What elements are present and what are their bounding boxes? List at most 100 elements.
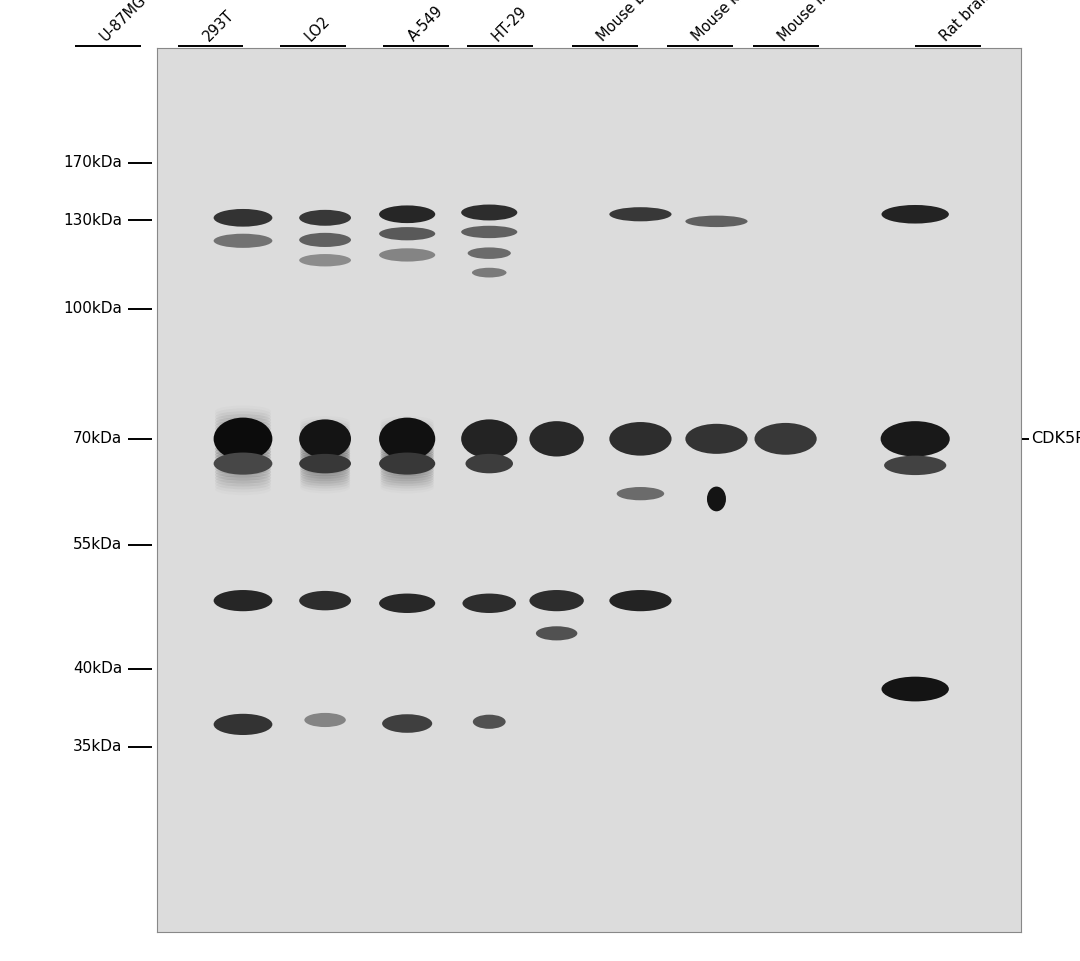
Ellipse shape bbox=[881, 677, 949, 702]
Ellipse shape bbox=[529, 590, 584, 611]
Ellipse shape bbox=[215, 437, 271, 449]
Ellipse shape bbox=[379, 453, 435, 475]
Ellipse shape bbox=[881, 205, 949, 224]
Ellipse shape bbox=[215, 414, 271, 426]
Ellipse shape bbox=[214, 209, 272, 227]
Ellipse shape bbox=[300, 470, 350, 481]
Ellipse shape bbox=[379, 206, 435, 223]
Ellipse shape bbox=[300, 457, 350, 469]
Text: 35kDa: 35kDa bbox=[72, 739, 122, 754]
Ellipse shape bbox=[299, 591, 351, 610]
Text: 40kDa: 40kDa bbox=[72, 661, 122, 677]
Ellipse shape bbox=[686, 215, 747, 227]
Ellipse shape bbox=[215, 434, 271, 446]
Ellipse shape bbox=[880, 421, 949, 456]
Ellipse shape bbox=[215, 460, 271, 472]
Ellipse shape bbox=[300, 448, 350, 459]
Ellipse shape bbox=[473, 715, 505, 728]
Ellipse shape bbox=[468, 247, 511, 259]
Ellipse shape bbox=[380, 424, 434, 435]
Ellipse shape bbox=[300, 421, 350, 432]
Ellipse shape bbox=[529, 421, 584, 456]
Ellipse shape bbox=[462, 594, 516, 613]
Ellipse shape bbox=[380, 438, 434, 450]
Ellipse shape bbox=[215, 466, 271, 478]
Ellipse shape bbox=[215, 429, 271, 440]
Ellipse shape bbox=[609, 422, 672, 456]
Ellipse shape bbox=[215, 426, 271, 437]
Ellipse shape bbox=[536, 627, 578, 640]
Ellipse shape bbox=[214, 453, 272, 475]
Text: Mouse brain: Mouse brain bbox=[594, 0, 669, 44]
Ellipse shape bbox=[215, 463, 271, 475]
Ellipse shape bbox=[299, 254, 351, 266]
Ellipse shape bbox=[215, 475, 271, 486]
Text: A-549: A-549 bbox=[405, 4, 446, 44]
Ellipse shape bbox=[380, 475, 434, 486]
Ellipse shape bbox=[299, 419, 351, 458]
Ellipse shape bbox=[885, 456, 946, 475]
Ellipse shape bbox=[215, 411, 271, 423]
Ellipse shape bbox=[300, 429, 350, 440]
Text: Mouse liver: Mouse liver bbox=[775, 0, 846, 44]
Ellipse shape bbox=[609, 208, 672, 221]
Text: HT-29: HT-29 bbox=[489, 4, 530, 44]
Ellipse shape bbox=[300, 450, 350, 461]
Ellipse shape bbox=[461, 226, 517, 238]
Ellipse shape bbox=[215, 452, 271, 463]
Ellipse shape bbox=[300, 453, 350, 464]
Ellipse shape bbox=[379, 594, 435, 613]
Ellipse shape bbox=[215, 469, 271, 480]
Text: 55kDa: 55kDa bbox=[72, 537, 122, 553]
Text: LO2: LO2 bbox=[302, 13, 334, 44]
Ellipse shape bbox=[215, 455, 271, 466]
Ellipse shape bbox=[707, 486, 726, 511]
Text: 293T: 293T bbox=[200, 8, 237, 44]
Ellipse shape bbox=[380, 429, 434, 440]
Ellipse shape bbox=[300, 431, 350, 442]
Ellipse shape bbox=[380, 443, 434, 455]
Ellipse shape bbox=[380, 462, 434, 474]
Ellipse shape bbox=[617, 487, 664, 501]
Ellipse shape bbox=[379, 248, 435, 261]
Ellipse shape bbox=[215, 423, 271, 434]
Ellipse shape bbox=[300, 424, 350, 435]
Ellipse shape bbox=[214, 234, 272, 248]
Ellipse shape bbox=[300, 440, 350, 452]
Ellipse shape bbox=[380, 477, 434, 488]
Ellipse shape bbox=[461, 205, 517, 220]
Ellipse shape bbox=[299, 209, 351, 226]
Text: CDK5RAP3: CDK5RAP3 bbox=[1031, 431, 1080, 446]
Ellipse shape bbox=[379, 418, 435, 460]
Ellipse shape bbox=[300, 445, 350, 456]
Ellipse shape bbox=[380, 472, 434, 483]
Ellipse shape bbox=[380, 470, 434, 481]
Ellipse shape bbox=[755, 423, 816, 455]
Ellipse shape bbox=[300, 433, 350, 445]
Ellipse shape bbox=[215, 457, 271, 469]
Ellipse shape bbox=[215, 443, 271, 455]
Ellipse shape bbox=[380, 435, 434, 447]
Ellipse shape bbox=[380, 456, 434, 467]
Ellipse shape bbox=[380, 440, 434, 452]
Ellipse shape bbox=[380, 465, 434, 477]
Ellipse shape bbox=[379, 227, 435, 240]
Ellipse shape bbox=[380, 431, 434, 442]
Ellipse shape bbox=[215, 478, 271, 489]
Ellipse shape bbox=[300, 465, 350, 477]
Text: Rat brain: Rat brain bbox=[937, 0, 996, 44]
Ellipse shape bbox=[215, 420, 271, 431]
Ellipse shape bbox=[472, 268, 507, 278]
Text: 170kDa: 170kDa bbox=[64, 156, 122, 170]
Ellipse shape bbox=[300, 438, 350, 450]
Text: 100kDa: 100kDa bbox=[64, 302, 122, 316]
Ellipse shape bbox=[214, 590, 272, 611]
Ellipse shape bbox=[300, 460, 350, 472]
Ellipse shape bbox=[215, 417, 271, 429]
Ellipse shape bbox=[380, 450, 434, 461]
Text: 70kDa: 70kDa bbox=[72, 431, 122, 446]
Ellipse shape bbox=[214, 714, 272, 735]
Text: U-87MG: U-87MG bbox=[97, 0, 149, 44]
Ellipse shape bbox=[380, 448, 434, 459]
Ellipse shape bbox=[380, 433, 434, 445]
